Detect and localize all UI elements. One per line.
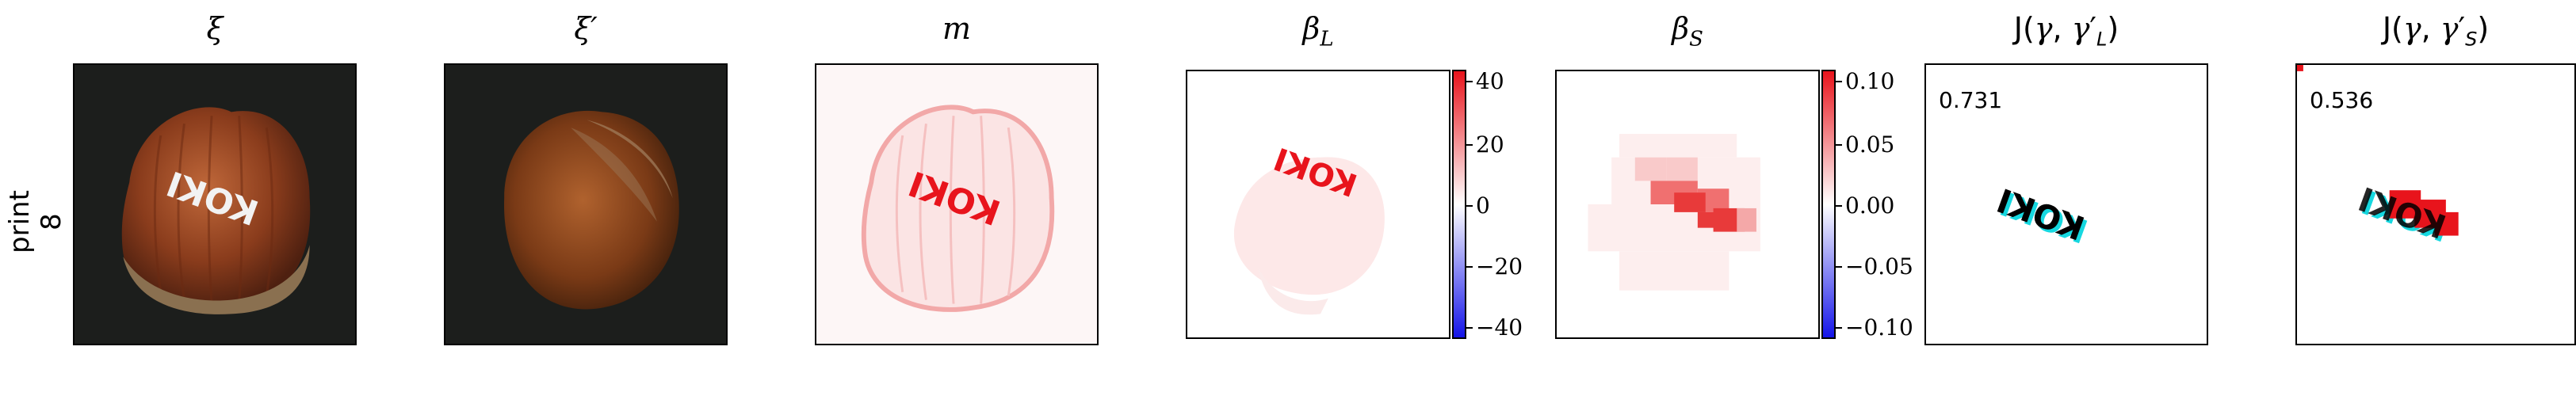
panel-title-beta-s: βS (1672, 11, 1703, 51)
panel-xi: ξ KOKI (73, 0, 357, 396)
colorbar-beta-s (1821, 70, 1836, 339)
image-jaccard-s: KOKI KOKI 0.536 (2295, 63, 2576, 345)
colorbar-beta-s-tick-000: 0.00 (1845, 192, 1895, 219)
colorbar-beta-l (1452, 70, 1466, 339)
colorbar-beta-l-tick-0: 0 (1476, 192, 1490, 219)
colorbar-beta-s-tick-005: 0.05 (1845, 131, 1895, 158)
panel-title-xi-prime: ξ′ (574, 11, 598, 46)
panel-jaccard-s: J(γ, γ′S) KOKI KOKI 0.536 (2295, 0, 2576, 396)
colorbar-beta-l-tick-40: 40 (1476, 68, 1504, 94)
image-beta-l: KOKI (1186, 70, 1450, 339)
panel-title-jaccard-l: J(γ, γ′L) (2013, 11, 2119, 51)
colorbar-beta-l-tick-neg40: −40 (1476, 314, 1523, 341)
panel-title-beta-l: βL (1302, 11, 1334, 51)
row-label-category: print (3, 190, 36, 253)
panel-title-m: m (942, 11, 972, 46)
panel-m: m KOKI (815, 0, 1099, 396)
panel-xi-prime: ξ′ (444, 0, 728, 396)
jaccard-s-score: 0.536 (2310, 87, 2374, 113)
colorbar-beta-s-tick-neg005: −0.05 (1845, 253, 1913, 280)
panel-beta-l: βL KOKI 40 20 0 −20 −40 (1186, 0, 1523, 396)
panel-title-jaccard-s: J(γ, γ′S) (2382, 11, 2490, 51)
colorbar-beta-l-tick-neg20: −20 (1476, 253, 1523, 280)
row-label-index: 8 (35, 213, 67, 230)
row-label: print 8 (0, 135, 71, 309)
panel-jaccard-l: J(γ, γ′L) KOKI KOKI 0.731 (1924, 0, 2208, 396)
panel-title-xi: ξ (206, 11, 224, 46)
image-xi: KOKI (73, 63, 357, 345)
image-m: KOKI (815, 63, 1099, 345)
panel-beta-s: βS 0.10 (1555, 0, 1913, 396)
image-jaccard-l: KOKI KOKI 0.731 (1924, 63, 2208, 345)
image-beta-s (1555, 70, 1820, 339)
colorbar-beta-s-tick-010: 0.10 (1845, 68, 1895, 94)
jaccard-l-score: 0.731 (1939, 87, 2003, 113)
colorbar-beta-s-tick-neg010: −0.10 (1845, 314, 1913, 341)
image-xi-prime (444, 63, 728, 345)
colorbar-beta-l-tick-20: 20 (1476, 131, 1504, 158)
